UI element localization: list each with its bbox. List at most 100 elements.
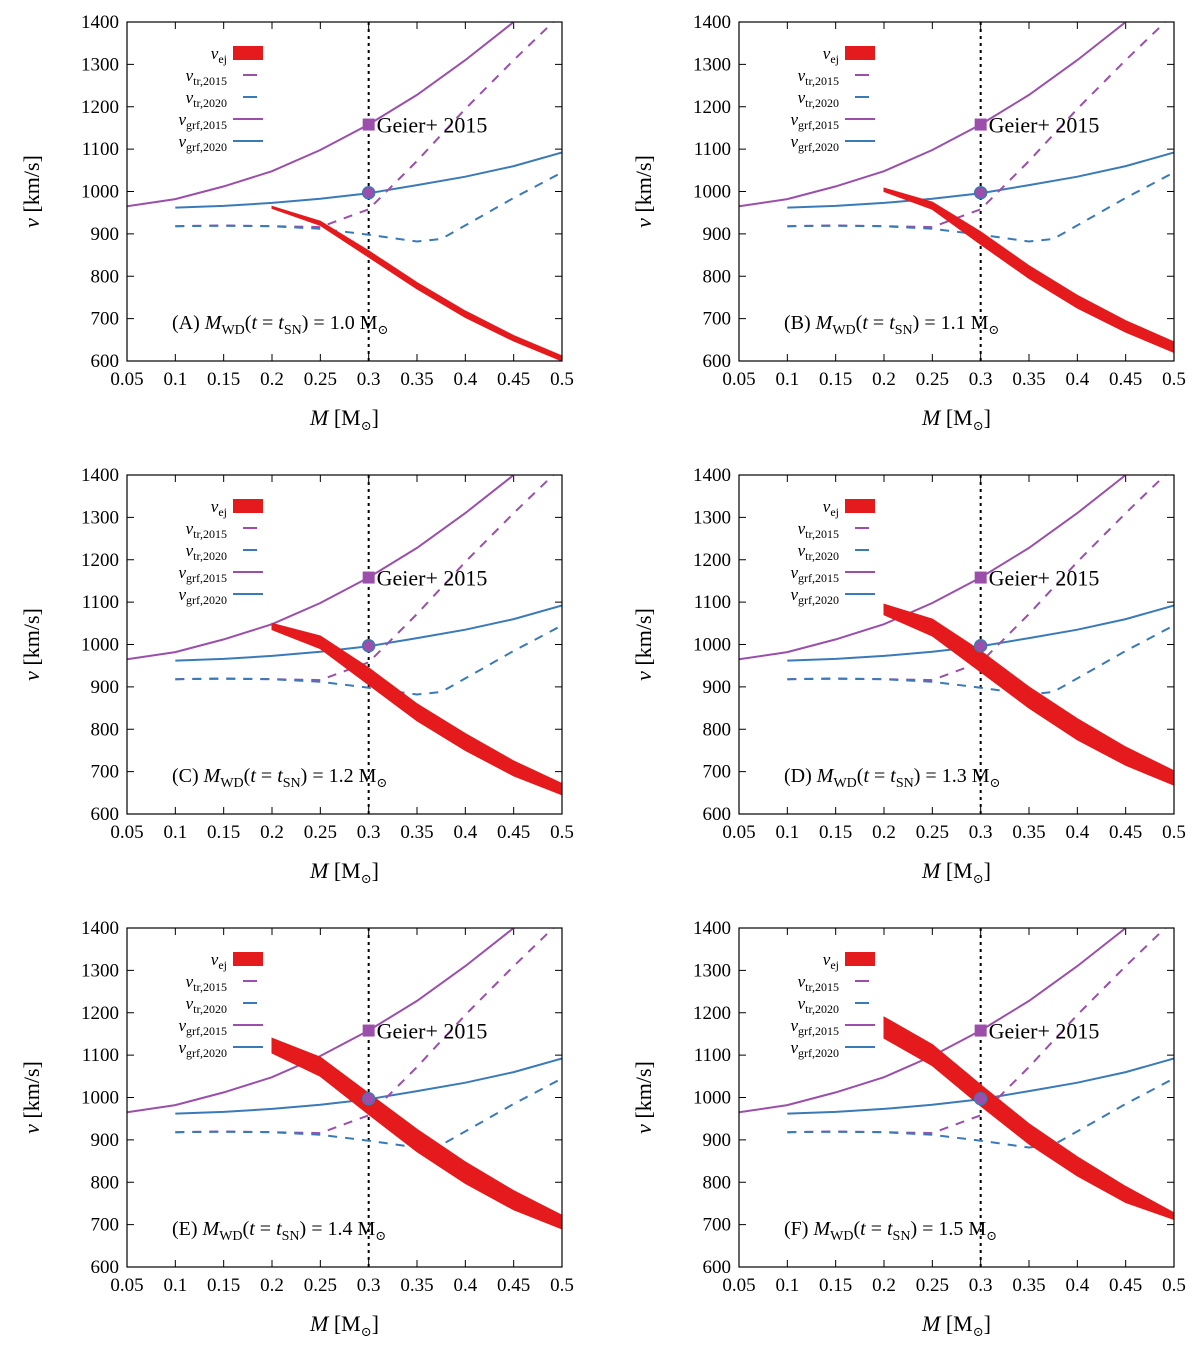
y-axis-title: v [km/s] (631, 1061, 656, 1134)
series-vej-band (883, 1016, 1174, 1221)
y-tick-label: 900 (91, 677, 120, 698)
series-vtr-2020 (175, 171, 562, 243)
geier-2015-label: Geier+ 2015 (377, 1019, 488, 1044)
x-tick-label: 0.35 (400, 369, 433, 390)
y-tick-label: 1000 (81, 1088, 119, 1109)
series-vtr-2015 (787, 928, 1167, 1135)
x-tick-label: 0.15 (819, 1275, 852, 1296)
series-vtr-2015 (787, 22, 1167, 229)
legend-label: vej (823, 950, 839, 972)
x-tick-label: 0.5 (1162, 369, 1186, 390)
legend-label: vtr,2020 (798, 994, 839, 1016)
x-tick-label: 0.15 (207, 369, 240, 390)
legend-label: vtr,2015 (186, 519, 227, 541)
plot-frame (126, 21, 563, 362)
legend-label: vgrf,2020 (790, 585, 839, 607)
x-tick-label: 0.5 (1162, 822, 1186, 843)
legend-label: vgrf,2015 (790, 110, 839, 132)
y-tick-label: 800 (91, 1172, 120, 1193)
series-vgrf-2015 (127, 928, 515, 1114)
x-tick-label: 0.5 (1162, 1275, 1186, 1296)
x-tick-label: 0.2 (872, 822, 896, 843)
x-tick-label: 0.25 (304, 1275, 337, 1296)
series-vtr-2020 (175, 624, 562, 696)
y-tick-label: 1300 (693, 54, 731, 75)
panel-label: (B) MWD(t = tSN) = 1.1 M⊙ (784, 312, 999, 338)
series-vej-band (271, 622, 562, 796)
series-vgrf-2015 (127, 22, 515, 208)
legend-label: vgrf,2020 (790, 1038, 839, 1060)
x-axis-title: M [M⊙] (309, 858, 379, 886)
panel-label: (D) MWD(t = tSN) = 1.3 M⊙ (784, 765, 1000, 791)
series-vej-band (271, 1037, 562, 1230)
plot-frame (738, 927, 1175, 1268)
legend-label: vtr,2015 (186, 66, 227, 88)
chart-panel-d: 0.05 0.1 0.15 0.2 0.25 0.3 0.35 0.4 0.45 0.5 600 70… (631, 465, 1186, 886)
y-tick-label: 800 (703, 1172, 732, 1193)
y-tick-label: 1100 (694, 1045, 731, 1066)
legend-swatch-vej (233, 952, 263, 966)
plot-area (127, 475, 562, 814)
y-tick-label: 600 (703, 804, 732, 825)
y-tick-label: 1200 (693, 97, 731, 118)
x-axis-title: M [M⊙] (921, 858, 991, 886)
y-tick-label: 1300 (81, 507, 119, 528)
x-tick-label: 0.05 (110, 1275, 143, 1296)
y-tick-label: 600 (703, 1257, 732, 1278)
x-tick-label: 0.05 (722, 369, 755, 390)
x-tick-label: 0.05 (722, 822, 755, 843)
series-vej-band (883, 603, 1174, 786)
y-tick-label: 1100 (82, 592, 119, 613)
plot-frame (126, 927, 563, 1268)
x-tick-label: 0.15 (207, 822, 240, 843)
geier-2015-label: Geier+ 2015 (989, 1019, 1100, 1044)
x-tick-label: 0.5 (550, 1275, 574, 1296)
legend-label: vej (211, 950, 227, 972)
x-tick-label: 0.15 (819, 369, 852, 390)
panel-label: (F) MWD(t = tSN) = 1.5 M⊙ (784, 1218, 997, 1244)
intersection-marker (361, 186, 376, 200)
x-tick-label: 0.3 (357, 1275, 381, 1296)
x-tick-label: 0.2 (260, 1275, 284, 1296)
series-vtr-2020 (787, 171, 1174, 243)
x-tick-label: 0.3 (357, 822, 381, 843)
plot-area (127, 928, 562, 1267)
legend-swatch-vej (845, 499, 875, 513)
x-tick-label: 0.1 (163, 1275, 187, 1296)
x-tick-label: 0.4 (453, 1275, 477, 1296)
x-tick-label: 0.1 (163, 369, 187, 390)
chart-panel-e: 0.05 0.1 0.15 0.2 0.25 0.3 0.35 0.4 0.45 0.5 600 70… (19, 918, 574, 1339)
legend-label: vgrf,2015 (790, 563, 839, 585)
legend-label: vej (823, 497, 839, 519)
x-tick-label: 0.4 (1065, 1275, 1089, 1296)
legend-label: vtr,2015 (798, 66, 839, 88)
y-tick-label: 1400 (693, 465, 731, 486)
series-vtr-2015 (175, 475, 555, 682)
x-tick-label: 0.3 (969, 822, 993, 843)
geier-2015-marker (974, 118, 987, 131)
plot-frame (738, 474, 1175, 815)
legend-swatch-vej (845, 46, 875, 60)
x-tick-label: 0.25 (304, 369, 337, 390)
y-tick-label: 1300 (81, 960, 119, 981)
y-tick-label: 600 (91, 351, 120, 372)
panel-label: (C) MWD(t = tSN) = 1.2 M⊙ (172, 765, 387, 791)
x-axis-title: M [M⊙] (921, 1311, 991, 1339)
intersection-marker (361, 1092, 376, 1106)
legend-label: vtr,2020 (798, 88, 839, 110)
legend-label: vtr,2020 (186, 994, 227, 1016)
legend-label: vgrf,2015 (178, 110, 227, 132)
y-tick-label: 1400 (693, 918, 731, 939)
x-tick-label: 0.1 (163, 822, 187, 843)
y-tick-label: 1100 (82, 1045, 119, 1066)
x-axis-title: M [M⊙] (309, 1311, 379, 1339)
x-tick-label: 0.35 (1012, 369, 1045, 390)
x-tick-label: 0.35 (1012, 822, 1045, 843)
legend-label: vtr,2020 (186, 88, 227, 110)
legend-label: vtr,2015 (798, 972, 839, 994)
x-tick-label: 0.2 (872, 1275, 896, 1296)
x-tick-label: 0.45 (1109, 822, 1142, 843)
